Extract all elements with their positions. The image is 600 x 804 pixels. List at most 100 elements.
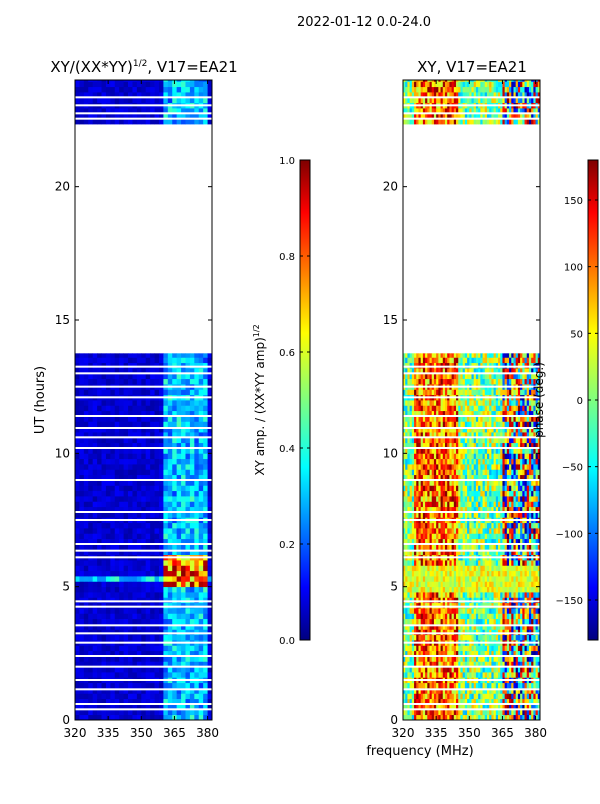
heatmap-cell: [141, 87, 146, 93]
heatmap-cell: [115, 485, 120, 491]
heatmap-cell: [194, 87, 199, 93]
heatmap-cell: [185, 400, 190, 406]
heatmap-cell: [84, 357, 89, 363]
heatmap-cell: [159, 501, 164, 507]
heatmap-cell: [163, 683, 168, 689]
heatmap-cell: [106, 501, 111, 507]
heatmap-cell: [132, 565, 137, 571]
heatmap-cell: [75, 389, 80, 395]
heatmap-cell: [115, 613, 120, 619]
heatmap-cell: [132, 619, 137, 625]
heatmap-cell: [75, 353, 80, 357]
heatmap-cell: [199, 571, 204, 577]
heatmap-cell: [141, 405, 146, 411]
heatmap-cell: [150, 619, 155, 625]
heatmap-cell: [137, 357, 142, 363]
heatmap-cell: [203, 565, 208, 571]
heatmap-cell: [110, 469, 115, 475]
heatmap-cell: [119, 469, 124, 475]
heatmap-cell: [75, 459, 80, 465]
heatmap-cell: [137, 560, 142, 566]
heatmap-cell: [75, 491, 80, 497]
flagged-row: [75, 550, 212, 552]
heatmap-cell: [185, 491, 190, 497]
heatmap-cell: [199, 501, 204, 507]
heatmap-cell: [88, 565, 93, 571]
heatmap-cell: [88, 400, 93, 406]
heatmap-cell: [110, 565, 115, 571]
colorbar-tick-label: 0.8: [279, 252, 295, 263]
heatmap-cell: [172, 672, 177, 678]
heatmap-cell: [119, 533, 124, 539]
heatmap-cell: [97, 683, 102, 689]
heatmap-cell: [168, 619, 173, 625]
heatmap-cell: [124, 635, 129, 641]
heatmap-cell: [199, 464, 204, 470]
heatmap-cell: [97, 453, 102, 459]
heatmap-cell: [185, 592, 190, 598]
heatmap-cell: [168, 672, 173, 678]
heatmap-cell: [203, 353, 208, 357]
heatmap-cell: [132, 592, 137, 598]
heatmap-cell: [128, 581, 133, 587]
heatmap-cell: [203, 560, 208, 566]
heatmap-cell: [203, 459, 208, 465]
heatmap-cell: [181, 485, 186, 491]
x-tick-label: 335: [97, 726, 120, 740]
heatmap-cell: [146, 87, 151, 93]
heatmap-cell: [106, 353, 111, 357]
heatmap-cell: [137, 405, 142, 411]
heatmap-cell: [79, 683, 84, 689]
heatmap-cell: [106, 421, 111, 427]
heatmap-cell: [102, 571, 107, 577]
heatmap-cell: [79, 379, 84, 385]
heatmap-cell: [75, 379, 80, 385]
heatmap-cell: [155, 485, 160, 491]
heatmap-cell: [163, 491, 168, 497]
heatmap-cell: [199, 405, 204, 411]
heatmap-cell: [119, 683, 124, 689]
heatmap-cell: [79, 405, 84, 411]
heatmap-cell: [106, 581, 111, 587]
heatmap-cell: [190, 87, 195, 93]
heatmap-cell: [194, 645, 199, 651]
heatmap-cell: [194, 619, 199, 625]
heatmap-cell: [119, 613, 124, 619]
heatmap-cell: [93, 357, 98, 363]
heatmap-cell: [185, 464, 190, 470]
heatmap-cell: [102, 635, 107, 641]
heatmap-cell: [75, 613, 80, 619]
heatmap-cell: [132, 501, 137, 507]
heatmap-cell: [172, 619, 177, 625]
heatmap-cell: [88, 576, 93, 582]
heatmap-cell: [185, 533, 190, 539]
heatmap-cell: [93, 389, 98, 395]
heatmap-cell: [159, 635, 164, 641]
heatmap-cell: [172, 459, 177, 465]
heatmap-cell: [93, 592, 98, 598]
heatmap-cell: [159, 645, 164, 651]
heatmap-cell: [146, 400, 151, 406]
left-colorbar: 0.00.20.40.60.81.0 XY amp. / (XX*YY amp)…: [252, 156, 310, 647]
heatmap-cell: [88, 635, 93, 641]
heatmap-cell: [106, 608, 111, 614]
heatmap-cell: [119, 592, 124, 598]
heatmap-cell: [84, 645, 89, 651]
heatmap-cell: [97, 405, 102, 411]
heatmap-cell: [159, 469, 164, 475]
flagged-row: [75, 415, 212, 417]
heatmap-cell: [79, 501, 84, 507]
heatmap-cell: [137, 87, 142, 93]
heatmap-cell: [194, 453, 199, 459]
heatmap-cell: [199, 565, 204, 571]
heatmap-cell: [84, 613, 89, 619]
heatmap-cell: [119, 693, 124, 699]
heatmap-cell: [132, 357, 137, 363]
heatmap-cell: [97, 491, 102, 497]
flagged-row: [75, 679, 212, 681]
heatmap-cell: [185, 581, 190, 587]
heatmap-cell: [185, 389, 190, 395]
heatmap-cell: [124, 528, 129, 534]
heatmap-cell: [84, 87, 89, 93]
heatmap-cell: [159, 496, 164, 502]
